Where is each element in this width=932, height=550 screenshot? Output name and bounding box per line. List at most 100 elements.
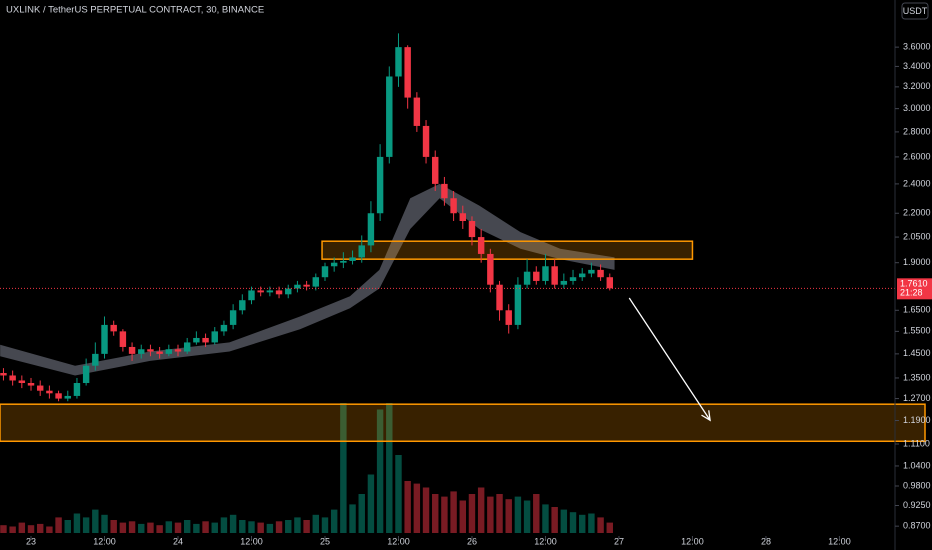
candle-body: [119, 331, 127, 347]
volume-bar: [174, 522, 182, 533]
candle-body: [275, 290, 283, 295]
x-tick-label: 28: [761, 536, 771, 546]
currency-button[interactable]: [901, 2, 929, 20]
volume-bar: [487, 496, 494, 533]
x-tick-label: 23: [26, 536, 36, 546]
volume-bar: [441, 496, 448, 533]
countdown-label: 21:28: [900, 288, 923, 298]
y-tick-label: 1.3500: [903, 372, 931, 382]
candle-body: [422, 125, 430, 157]
candle-body: [46, 390, 53, 394]
volume-bar: [9, 526, 16, 533]
volume-bar: [275, 521, 283, 533]
last-price-tag: [897, 278, 932, 300]
candle-body: [560, 280, 568, 285]
volume-bar: [386, 403, 393, 533]
volume-bar: [376, 409, 384, 533]
candle-body: [441, 183, 448, 199]
volume-bar: [606, 522, 613, 533]
candle-body: [9, 375, 16, 381]
volume-bar: [404, 481, 411, 533]
volume-bar: [505, 499, 512, 533]
candle-body: [64, 395, 71, 399]
x-tick-label: 12:00: [387, 536, 410, 546]
volume-bar: [358, 494, 365, 533]
currency-label[interactable]: USDT: [903, 6, 928, 16]
volume-bar: [128, 521, 136, 533]
volume-bar: [101, 514, 108, 533]
volume-bar: [36, 523, 44, 533]
y-tick-label: 1.9000: [903, 257, 931, 267]
y-tick-label: 2.0500: [903, 231, 931, 241]
candle-body: [367, 213, 375, 246]
candle-body: [487, 253, 494, 285]
candle-body: [386, 76, 393, 157]
volume-bar: [340, 403, 347, 533]
volume-bar: [183, 520, 191, 533]
volume-bar: [459, 500, 467, 533]
candle-body: [606, 277, 613, 289]
volume-bar: [312, 514, 320, 533]
candle-body: [551, 266, 558, 285]
y-tick-label: 1.1900: [903, 415, 931, 425]
y-tick-label: 0.9250: [903, 500, 931, 510]
volume-bar: [73, 513, 81, 533]
candle-body: [266, 290, 274, 293]
candle-body: [239, 300, 246, 311]
candle-body: [0, 373, 7, 376]
y-tick-label: 1.4500: [903, 348, 931, 358]
candle-body: [432, 156, 439, 184]
candle-body: [211, 331, 218, 343]
candle-body: [505, 310, 512, 325]
last-price-label: 1.7610: [900, 279, 928, 289]
volume-bar: [211, 522, 218, 533]
volume-bar: [55, 517, 62, 533]
y-tick-label: 1.6500: [903, 305, 931, 315]
y-tick-label: 2.6000: [903, 151, 931, 161]
candle-body: [496, 284, 503, 311]
volume-bar: [321, 517, 329, 533]
volume-bar: [422, 487, 430, 533]
candle-body: [202, 337, 209, 343]
zone-box: [321, 240, 694, 260]
candle-body: [36, 385, 44, 391]
candle-body: [395, 47, 402, 77]
x-tick-label: 12:00: [93, 536, 116, 546]
candle-body: [514, 284, 522, 325]
y-tick-label: 0.9800: [903, 480, 931, 490]
candle-body: [533, 271, 540, 281]
candle-body: [578, 273, 586, 278]
volume-bar: [82, 517, 90, 533]
candle-body: [597, 269, 604, 278]
candle-body: [285, 288, 292, 295]
volume-bar: [285, 520, 292, 533]
candle-body: [27, 383, 35, 386]
plot-area: [0, 33, 926, 533]
candle-body: [165, 349, 173, 354]
x-tick-label: 27: [614, 536, 624, 546]
volume-bar: [110, 520, 117, 533]
candle-body: [459, 213, 467, 222]
candle-body: [588, 269, 595, 274]
candle-body: [183, 342, 191, 352]
candle-body: [193, 337, 200, 343]
candle-body: [413, 97, 421, 126]
volume-bar: [119, 522, 127, 533]
candle-body: [404, 47, 411, 98]
x-tick-label: 26: [467, 536, 477, 546]
volume-bar: [0, 525, 7, 533]
x-tick-label: 25: [320, 536, 330, 546]
x-tick-label: 12:00: [534, 536, 557, 546]
candle-body: [156, 351, 163, 354]
candle-body: [468, 221, 476, 238]
candle-body: [450, 198, 457, 214]
x-tick-label: 24: [173, 536, 183, 546]
candle-body: [376, 156, 384, 214]
y-tick-label: 3.6000: [903, 42, 931, 52]
candle-body: [82, 365, 90, 384]
candle-body: [523, 271, 531, 285]
candle-body: [220, 324, 228, 332]
y-tick-label: 3.4000: [903, 61, 931, 71]
